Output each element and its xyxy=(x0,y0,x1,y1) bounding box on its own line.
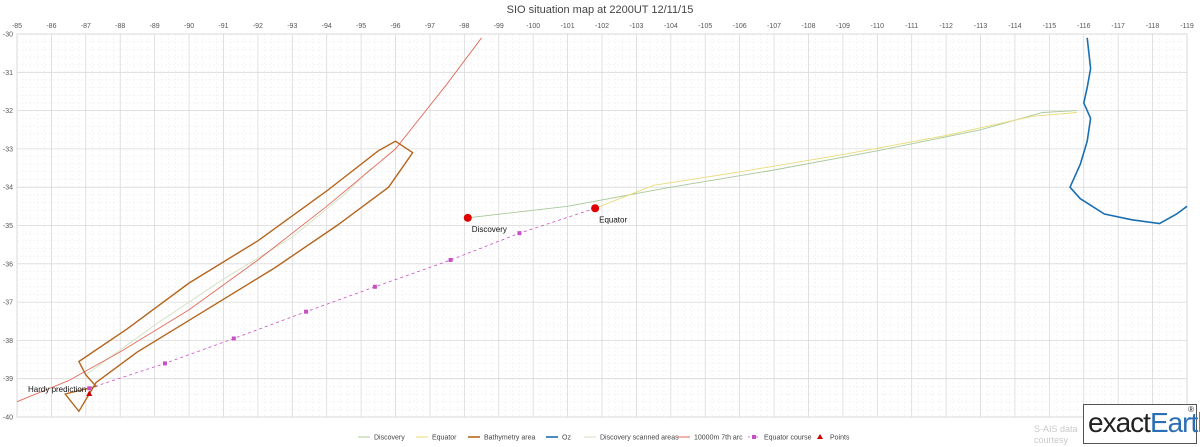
watermark-line2: courtesy xyxy=(1034,435,1069,445)
x-tick-label: -112 xyxy=(939,23,953,30)
x-tick-label: -90 xyxy=(184,23,194,30)
equator-course-marker xyxy=(304,309,309,314)
x-tick-label: -109 xyxy=(836,23,850,30)
x-tick-label: -105 xyxy=(698,23,712,30)
legend: Discovery Equator Bathymetry area Oz Discove… xyxy=(358,434,850,442)
logo-exact: exact xyxy=(1088,407,1151,438)
x-tick-label: -117 xyxy=(1111,23,1125,30)
x-tick-label: -107 xyxy=(767,23,781,30)
y-tick-label: -38 xyxy=(3,338,13,345)
x-tick-label: -114 xyxy=(1008,23,1022,30)
legend-label: Points xyxy=(830,435,850,442)
equator-course-marker xyxy=(162,361,167,366)
series-equator-course xyxy=(89,207,596,389)
label-discovery: Discovery xyxy=(472,225,507,234)
x-tick-label: -95 xyxy=(356,23,366,30)
y-tick-label: -32 xyxy=(3,108,13,115)
x-tick-label: -110 xyxy=(871,23,885,30)
gridlines xyxy=(16,33,1188,418)
x-tick-label: -100 xyxy=(526,23,540,30)
x-tick-label: -91 xyxy=(218,23,228,30)
y-tick-label: -40 xyxy=(3,415,13,422)
x-tick-label: -89 xyxy=(150,23,160,30)
watermark-line1: S-AIS data xyxy=(1034,424,1078,434)
x-tick-label: -101 xyxy=(561,23,575,30)
legend-label: Equator course xyxy=(764,435,812,442)
vessel-position-equator xyxy=(591,204,600,213)
x-tick-label: -88 xyxy=(115,23,125,30)
series-7th-arc xyxy=(16,37,482,403)
series-equator xyxy=(594,112,1077,209)
series-discovery-scanned-areas xyxy=(85,167,372,376)
x-tick-label: -119 xyxy=(1180,23,1194,30)
y-tick-label: -31 xyxy=(3,70,13,77)
point-marker-triangle xyxy=(86,390,93,397)
vessel-position-discovery xyxy=(463,213,472,222)
logo-registered-mark: ® xyxy=(1188,405,1194,414)
legend-label: Discovery xyxy=(374,435,405,442)
legend-swatch-marker xyxy=(752,435,756,439)
legend-swatch-marker xyxy=(817,434,823,439)
legend-label: Discovery scanned areas xyxy=(600,435,679,442)
equator-course-marker xyxy=(231,336,236,341)
y-tick-label: -36 xyxy=(3,261,13,268)
x-tick-label: -99 xyxy=(494,23,504,30)
x-tick-label: -98 xyxy=(459,23,469,30)
x-tick-label: -94 xyxy=(322,23,332,30)
x-tick-label: -97 xyxy=(425,23,435,30)
x-tick-label: -96 xyxy=(390,23,400,30)
x-tick-label: -106 xyxy=(733,23,747,30)
x-tick-label: -104 xyxy=(664,23,678,30)
x-tick-label: -93 xyxy=(287,23,297,30)
series-discovery xyxy=(467,110,1077,219)
y-tick-label: -39 xyxy=(3,376,13,383)
x-tick-label: -116 xyxy=(1077,23,1091,30)
x-tick-label: -118 xyxy=(1146,23,1160,30)
y-tick-label: -35 xyxy=(3,223,13,230)
y-tick-label: -33 xyxy=(3,146,13,153)
equator-course-marker xyxy=(517,231,522,236)
x-axis-ticks: -85 -86 -87 -88 -89 -90 -91 -92 -93 -94 -95 -96 -97 -… xyxy=(12,23,1194,30)
chart-title: SIO situation map at 2200UT 12/11/15 xyxy=(507,4,694,16)
x-tick-label: -92 xyxy=(253,23,263,30)
series-oz-coast xyxy=(1069,37,1188,225)
y-tick-label: -30 xyxy=(3,32,13,39)
y-tick-label: -37 xyxy=(3,300,13,307)
equator-course-marker xyxy=(87,386,92,391)
logo-wordmark: exactEarth xyxy=(1088,407,1200,439)
legend-label: Oz xyxy=(562,435,571,442)
label-hardy-prediction: Hardy prediction xyxy=(28,385,86,394)
equator-course-marker xyxy=(372,284,377,289)
equator-course-marker xyxy=(448,257,453,262)
legend-label: Equator xyxy=(432,435,457,442)
annotations: Discovery Equator Hardy prediction xyxy=(28,204,627,394)
x-tick-label: -87 xyxy=(81,23,91,30)
y-tick-label: -34 xyxy=(3,185,13,192)
x-tick-label: -103 xyxy=(629,23,643,30)
exactearth-logo: exactEarth ® xyxy=(1083,404,1200,444)
x-tick-label: -85 xyxy=(12,23,22,30)
legend-label: 10000m 7th arc xyxy=(694,435,743,442)
x-tick-label: -115 xyxy=(1043,23,1057,30)
label-equator: Equator xyxy=(599,215,627,224)
x-tick-label: -111 xyxy=(905,23,918,30)
x-tick-label: -108 xyxy=(801,23,815,30)
series-bathymetry-area xyxy=(63,140,414,413)
y-axis-ticks: -30 -31 -32 -33 -34 -35 -36 -37 -38 -39 -40 xyxy=(3,32,13,422)
x-tick-label: -86 xyxy=(46,23,56,30)
x-tick-label: -102 xyxy=(595,23,609,30)
legend-label: Bathymetry area xyxy=(484,435,535,442)
x-tick-label: -113 xyxy=(974,23,988,30)
logo-earth: Earth xyxy=(1149,407,1200,438)
